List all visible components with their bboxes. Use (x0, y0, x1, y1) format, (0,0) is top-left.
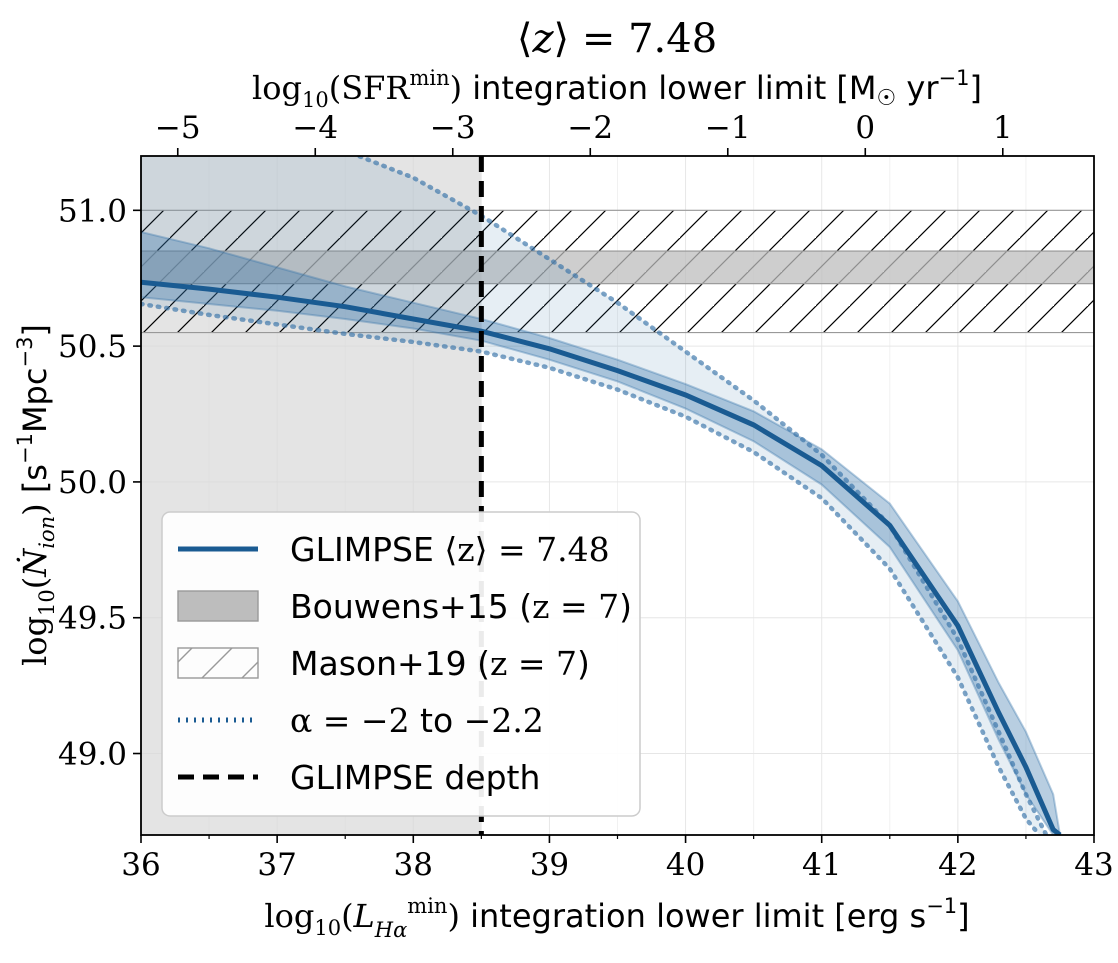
x-tick-label: 37 (257, 847, 296, 883)
legend-label: GLIMPSE depth (290, 758, 540, 797)
legend-label: GLIMPSE ⟨z⟩ = 7.48 (290, 530, 610, 569)
y-axis-label: log10(Ṅion) [s−1Mpc−3] (13, 324, 59, 666)
legend-marker-mason19 (177, 647, 259, 679)
y-tick-label: 49.0 (58, 737, 127, 773)
top-x-tick-label: 1 (993, 110, 1013, 146)
legend-marker-bouwens15 (177, 590, 259, 622)
bouwens15-band (141, 250, 1094, 285)
x-tick-label: 36 (121, 847, 160, 883)
legend-label: Mason+19 (z = 7) (290, 644, 590, 683)
y-tick-label: 50.0 (58, 465, 127, 501)
legend-box (161, 511, 641, 817)
x-tick-label: 39 (530, 847, 569, 883)
top-x-tick-label: −4 (292, 110, 338, 146)
x-tick-label: 40 (666, 847, 705, 883)
top-x-tick-label: −1 (705, 110, 751, 146)
x-tick-label: 43 (1074, 847, 1113, 883)
legend-label: α = −2 to −2.2 (290, 701, 544, 740)
alpha-range-fill (141, 156, 1047, 835)
y-tick-label: 51.0 (58, 193, 127, 229)
alpha-lower-dotted-line (141, 301, 1042, 835)
x-tick-label: 41 (802, 847, 841, 883)
top-x-tick-label: −2 (567, 110, 613, 146)
glimpse-line (141, 279, 1062, 835)
x-tick-label: 38 (394, 847, 433, 883)
x-tick-label: 42 (938, 847, 977, 883)
axis-ticks: 36 37 38 39 40 41 42 43 49.0 49.5 50.0 50.5 51.0 −5 −4… (58, 110, 1114, 883)
alpha-upper-dotted-line (352, 156, 1049, 835)
legend: GLIMPSE ⟨z⟩ = 7.48 Bouwens+15 (z = 7) Maso… (161, 511, 641, 817)
top-x-tick-label: −3 (430, 110, 476, 146)
top-x-tick-label: −5 (155, 110, 201, 146)
x-axis-label: log10(LHαmin) integration lower limit [e… (264, 894, 969, 942)
top-x-axis-label: log10(SFRmin) integration lower limit [M… (252, 66, 982, 112)
y-tick-label: 49.5 (58, 601, 127, 637)
chart-title: ⟨z⟩ = 7.48 (517, 16, 717, 62)
legend-label: Bouwens+15 (z = 7) (290, 587, 632, 626)
top-x-tick-label: 0 (855, 110, 875, 146)
y-tick-label: 50.5 (58, 329, 127, 365)
